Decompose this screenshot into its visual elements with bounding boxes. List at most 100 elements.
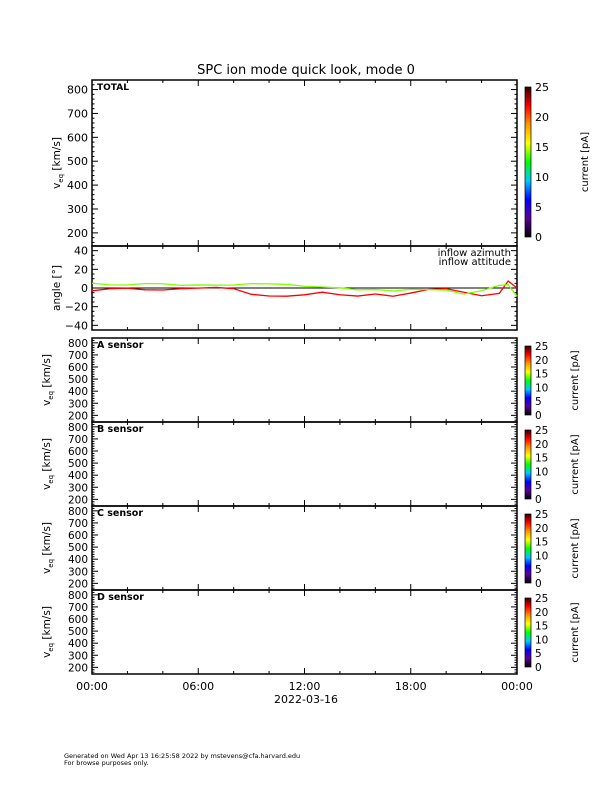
colorbar-tick-label: 10 [535,171,549,184]
colorbar-tick-label: 5 [535,396,542,408]
colorbar-tick-label: 25 [535,425,548,437]
x-date-label: 2022-03-16 [274,693,338,706]
y-tick-label: 600 [68,614,88,626]
panel-label: B sensor [97,424,144,435]
y-tick-label: 600 [68,530,88,542]
y-axis-label: veq [km/s] [41,606,55,658]
y-tick-label: 800 [67,84,88,97]
colorbar-tick-label: 20 [535,439,548,451]
colorbar-label: current [pA] [570,350,581,410]
colorbar-tick-label: 10 [535,550,548,562]
panel-frame [91,589,518,675]
panel-1: −40 −20 0 20 40 angle [°] inflow azimuthinflow… [51,245,518,332]
footer-note: For browse purposes only. [64,759,149,767]
colorbar-tick-label: 0 [535,494,542,506]
y-tick-label: 600 [68,446,88,458]
legend-entry: inflow attitude [439,257,511,268]
y-tick-label: 400 [68,554,88,566]
y-tick-label: 200 [68,410,88,422]
y-axis-label: angle [°] [51,265,63,311]
y-axis-label: veq [km/s] [41,354,55,406]
y-tick-label: 700 [67,107,88,120]
colorbar-tick-label: 10 [535,634,548,646]
y-tick-label: 300 [68,398,88,410]
y-axis-label: veq [km/s] [41,522,55,574]
y-tick-label: 500 [67,155,88,168]
y-axis-label: veq [km/s] [41,438,55,490]
y-tick-label: 300 [67,203,88,216]
y-tick-label: 500 [68,626,88,638]
y-tick-label: 700 [68,434,88,446]
y-tick-label: 700 [68,518,88,530]
colorbar-tick-label: 5 [535,480,542,492]
y-tick-label: 0 [81,282,88,295]
series-line-inflow-azimuth [91,280,518,297]
x-tick-label: 12:00 [289,680,321,693]
colorbar-tick-label: 20 [535,523,548,535]
colorbar-tick-label: 5 [535,201,542,214]
panel-frame [91,421,518,507]
colorbar-label: current [pA] [570,434,581,494]
colorbar-tick-label: 15 [535,453,548,465]
panel-0: 200 300 400 500 600 700 800 TOTAL veq [km/s] 0 5 10… [51,79,591,247]
y-tick-label: 300 [68,482,88,494]
y-tick-label: 400 [67,179,88,192]
x-tick-label: 18:00 [395,680,427,693]
panel-frame [91,79,518,247]
y-tick-label: 400 [68,638,88,650]
y-tick-label: 20 [74,263,88,276]
chart-title: SPC ion mode quick look, mode 0 [197,63,415,78]
colorbar-tick-label: 25 [535,509,548,521]
y-tick-label: −20 [65,301,88,314]
y-tick-label: 600 [68,362,88,374]
y-tick-label: 200 [68,578,88,590]
y-tick-label: 300 [68,650,88,662]
y-tick-label: 800 [68,590,88,602]
colorbar-tick-label: 10 [535,466,548,478]
colorbar-tick-label: 0 [535,410,542,422]
y-tick-label: 200 [67,227,88,240]
colorbar-tick-label: 10 [535,382,548,394]
y-tick-label: 500 [68,374,88,386]
x-tick-label: 00:00 [76,680,108,693]
y-tick-label: 800 [68,506,88,518]
y-tick-label: 200 [68,494,88,506]
colorbar-label: current [pA] [580,132,591,192]
panel-label: C sensor [97,508,143,519]
panel-frame [91,337,518,423]
panel-frame [91,505,518,591]
colorbar [524,597,532,668]
colorbar-label: current [pA] [570,602,581,662]
colorbar [524,345,532,416]
y-tick-label: 400 [68,386,88,398]
colorbar-tick-label: 20 [535,355,548,367]
y-tick-label: 200 [68,662,88,674]
colorbar-tick-label: 15 [535,369,548,381]
colorbar [524,513,532,584]
colorbar-tick-label: 5 [535,648,542,660]
y-tick-label: 500 [68,458,88,470]
y-tick-label: 300 [68,566,88,578]
panel-label: TOTAL [97,83,129,93]
panel-label: A sensor [97,340,144,351]
colorbar-tick-label: 20 [535,111,549,124]
colorbar [524,86,532,238]
colorbar-tick-label: 0 [535,578,542,590]
legend-entry: inflow azimuth [438,248,511,259]
y-tick-label: 500 [68,542,88,554]
y-tick-label: 700 [68,350,88,362]
colorbar [524,429,532,500]
x-tick-label: 06:00 [182,680,214,693]
y-tick-label: −40 [65,319,88,332]
x-tick-label: 00:00 [501,680,533,693]
footer-generated: Generated on Wed Apr 13 16:25:58 2022 by… [64,752,301,760]
colorbar-tick-label: 25 [535,81,549,94]
y-tick-label: 400 [68,470,88,482]
panel-label: D sensor [97,592,144,603]
colorbar-tick-label: 20 [535,607,548,619]
colorbar-tick-label: 0 [535,662,542,674]
